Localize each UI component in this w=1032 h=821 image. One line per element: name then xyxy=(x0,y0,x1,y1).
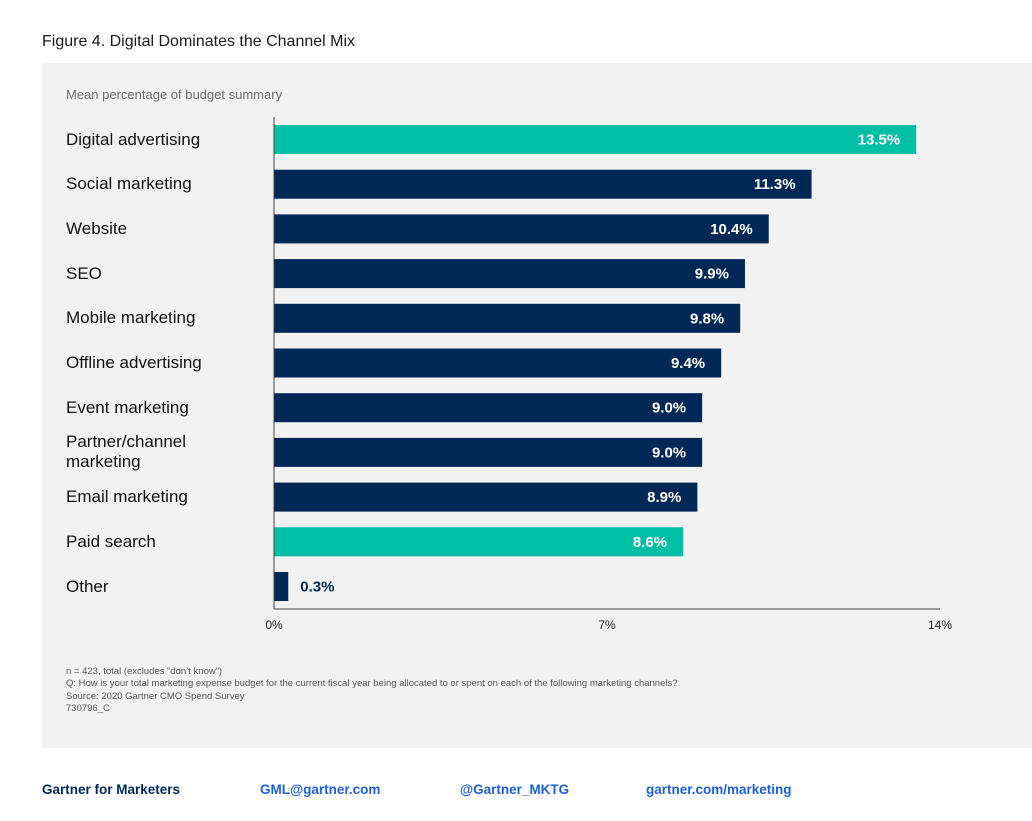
value-label-event-marketing: 9.0% xyxy=(652,400,686,417)
note-sample-size: n = 423, total (excludes “don’t know”) xyxy=(66,666,223,677)
bar-digital-advertising xyxy=(274,125,917,154)
value-label-social-marketing: 11.3% xyxy=(754,176,796,193)
category-label-partner-channel-marketing: Partner/channel marketing xyxy=(66,432,187,471)
category-label-website: Website xyxy=(66,219,128,238)
x-tick-label-14: 14% xyxy=(928,618,952,632)
note-source: Source: 2020 Gartner CMO Spend Survey xyxy=(66,690,245,702)
chart-notes: n = 423, total (excludes “don’t know”) Q… xyxy=(66,666,678,716)
bar-partner-channel-marketing xyxy=(274,437,703,467)
bar-website xyxy=(274,214,769,244)
category-label-other: Other xyxy=(66,577,109,596)
bar-paid-search xyxy=(274,527,684,557)
bar-event-marketing xyxy=(274,393,703,423)
category-label-offline-advertising: Offline advertising xyxy=(66,353,202,372)
bar-offline-advertising xyxy=(274,348,722,378)
chart-panel: Mean percentage of budget summary Digita… xyxy=(42,63,1032,748)
note-id: 730796_C xyxy=(66,703,110,715)
note-question: Q: How is your total marketing expense b… xyxy=(66,678,678,690)
value-label-seo: 9.9% xyxy=(695,266,729,283)
category-label-social-marketing: Social marketing xyxy=(66,174,192,193)
footer-email-link[interactable]: GML@gartner.com xyxy=(260,782,381,797)
value-label-mobile-marketing: 9.8% xyxy=(690,310,724,327)
bar-mobile-marketing xyxy=(274,303,741,333)
category-label-digital-advertising: Digital advertising xyxy=(66,130,201,149)
x-tick-label-7: 7% xyxy=(598,618,616,632)
footer-brand: Gartner for Marketers xyxy=(42,782,181,797)
value-label-website: 10.4% xyxy=(710,221,753,238)
category-label-email-marketing: Email marketing xyxy=(66,487,188,506)
bar-social-marketing xyxy=(274,169,812,199)
footer-twitter-link[interactable]: @Gartner_MKTG xyxy=(460,782,570,797)
value-label-digital-advertising: 13.5% xyxy=(858,132,901,149)
category-label-mobile-marketing: Mobile marketing xyxy=(66,308,196,327)
category-label-paid-search: Paid search xyxy=(66,532,156,551)
category-label-seo: SEO xyxy=(66,264,102,283)
value-label-offline-advertising: 9.4% xyxy=(671,355,705,372)
category-label-event-marketing: Event marketing xyxy=(66,398,189,417)
x-tick-label-0: 0% xyxy=(265,618,283,632)
bar-email-marketing xyxy=(274,482,698,512)
footer-website-link[interactable]: gartner.com/marketing xyxy=(646,782,792,797)
bar-seo xyxy=(274,259,745,289)
value-label-email-marketing: 8.9% xyxy=(647,489,681,506)
value-label-other: 0.3% xyxy=(300,579,334,596)
bar-chart: 13.5% 11.3% 10.4% 9.9% 9.8% 9.4% 9.0% 9.0% 8.9% 8… xyxy=(265,117,952,632)
chart-subtitle: Mean percentage of budget summary xyxy=(66,87,283,102)
value-label-paid-search: 8.6% xyxy=(633,534,667,551)
value-label-partner-channel-marketing: 9.0% xyxy=(652,444,686,461)
figure-title: Figure 4. Digital Dominates the Channel … xyxy=(42,33,356,50)
bar-other xyxy=(274,572,289,601)
